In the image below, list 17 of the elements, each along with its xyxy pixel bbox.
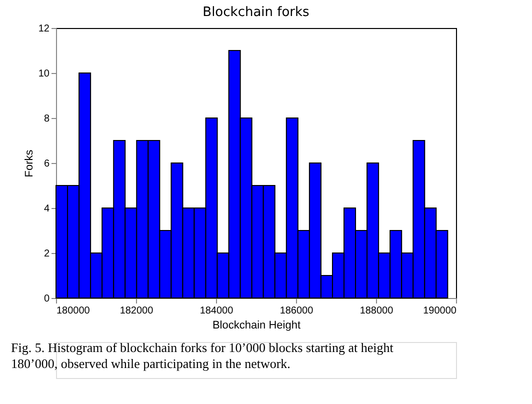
y-tick-label: 2 — [44, 248, 50, 260]
x-tick-label: 188000 — [360, 306, 394, 316]
x-tick-label: 184000 — [200, 306, 234, 316]
y-tick-label: 8 — [44, 114, 50, 124]
y-axis-title: Forks — [23, 149, 36, 178]
x-tick-label: 186000 — [280, 306, 314, 316]
y-tick-label: 0 — [44, 294, 50, 304]
y-tick-label: 12 — [38, 24, 50, 34]
caption: Fig. 5. Histogram of blockchain forks for 10’000 blocks starting at height 180’000, observed while participating in the network. — [11, 340, 394, 371]
x-tick-label: 182000 — [120, 306, 154, 316]
chart-title: Blockchain forks — [202, 5, 310, 20]
x-tick-label: 190000 — [423, 306, 457, 316]
y-tick-label: 6 — [44, 158, 50, 170]
x-tick-label: 180000 — [56, 306, 90, 316]
y-tick-label: 4 — [44, 204, 50, 214]
x-axis-title: Blockchain Height — [212, 320, 301, 332]
y-tick-label: 10 — [38, 68, 50, 80]
